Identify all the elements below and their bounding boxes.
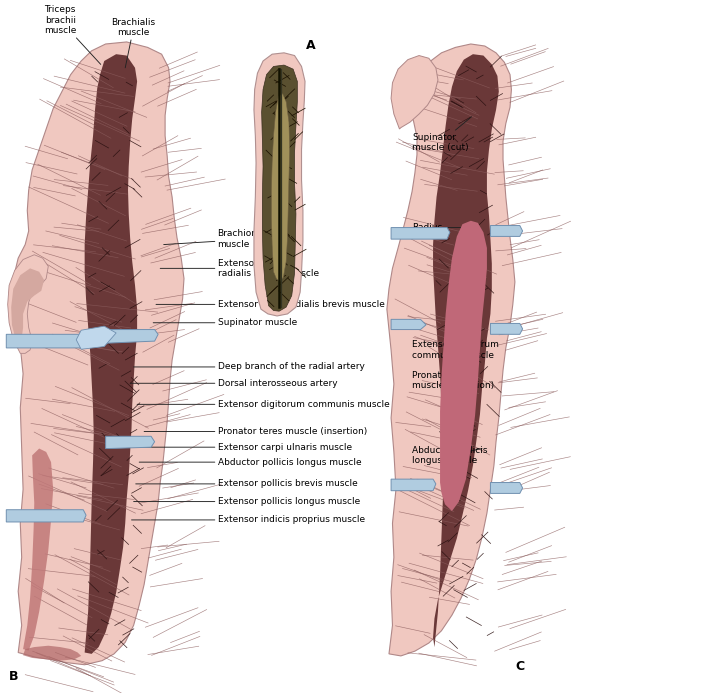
Text: Pronator teres muscle (insertion): Pronator teres muscle (insertion): [144, 427, 367, 436]
Polygon shape: [85, 54, 137, 654]
Polygon shape: [387, 44, 515, 656]
Polygon shape: [11, 42, 184, 665]
Polygon shape: [76, 326, 116, 349]
Text: A: A: [306, 39, 316, 52]
Polygon shape: [491, 226, 523, 237]
Text: Extensor digitorum communis muscle: Extensor digitorum communis muscle: [137, 400, 389, 409]
Text: Pronator teres
muscle (insertion): Pronator teres muscle (insertion): [412, 369, 494, 390]
Text: Extensor indicis proprius muscle: Extensor indicis proprius muscle: [132, 516, 365, 525]
Polygon shape: [106, 437, 155, 448]
Polygon shape: [491, 482, 523, 493]
Polygon shape: [6, 335, 85, 348]
Text: Extensor carpi ulnaris muscle: Extensor carpi ulnaris muscle: [141, 443, 352, 452]
Polygon shape: [391, 479, 436, 491]
Polygon shape: [491, 323, 523, 335]
Text: Brachioradialis
muscle: Brachioradialis muscle: [164, 230, 285, 249]
Text: Deep branch of the radial artery: Deep branch of the radial artery: [134, 362, 365, 371]
Text: Supinator
muscle (cut): Supinator muscle (cut): [412, 117, 472, 152]
Polygon shape: [261, 65, 297, 311]
Polygon shape: [391, 228, 450, 239]
Text: Extensor carpi
radialis longus muscle: Extensor carpi radialis longus muscle: [161, 259, 319, 278]
Polygon shape: [104, 330, 158, 343]
Text: Extensor pollicis longus muscle: Extensor pollicis longus muscle: [134, 497, 360, 506]
Text: B: B: [9, 670, 19, 683]
Text: Abductor pollicis
longus muscle: Abductor pollicis longus muscle: [412, 446, 488, 465]
Text: Abductor pollicis longus muscle: Abductor pollicis longus muscle: [139, 457, 361, 466]
Polygon shape: [8, 255, 48, 353]
Text: Triceps
brachii
muscle: Triceps brachii muscle: [44, 6, 101, 65]
Text: Dorsal interosseous artery: Dorsal interosseous artery: [130, 379, 337, 388]
Text: Brachialis
muscle: Brachialis muscle: [111, 18, 156, 68]
Polygon shape: [433, 54, 499, 647]
Polygon shape: [391, 56, 438, 129]
Text: Supinator muscle: Supinator muscle: [154, 319, 297, 328]
Text: C: C: [515, 659, 524, 672]
Text: Extensor carpi radialis brevis muscle: Extensor carpi radialis brevis muscle: [156, 300, 384, 309]
Text: Extensor digitorum
communis muscle: Extensor digitorum communis muscle: [412, 340, 499, 359]
Polygon shape: [11, 269, 44, 341]
Polygon shape: [271, 94, 290, 282]
Polygon shape: [23, 645, 81, 661]
Text: Radius: Radius: [412, 223, 464, 232]
Polygon shape: [23, 448, 53, 650]
Polygon shape: [254, 53, 305, 316]
Polygon shape: [440, 221, 487, 511]
Polygon shape: [6, 509, 86, 522]
Polygon shape: [391, 319, 426, 330]
Text: Extensor pollicis brevis muscle: Extensor pollicis brevis muscle: [136, 480, 358, 489]
